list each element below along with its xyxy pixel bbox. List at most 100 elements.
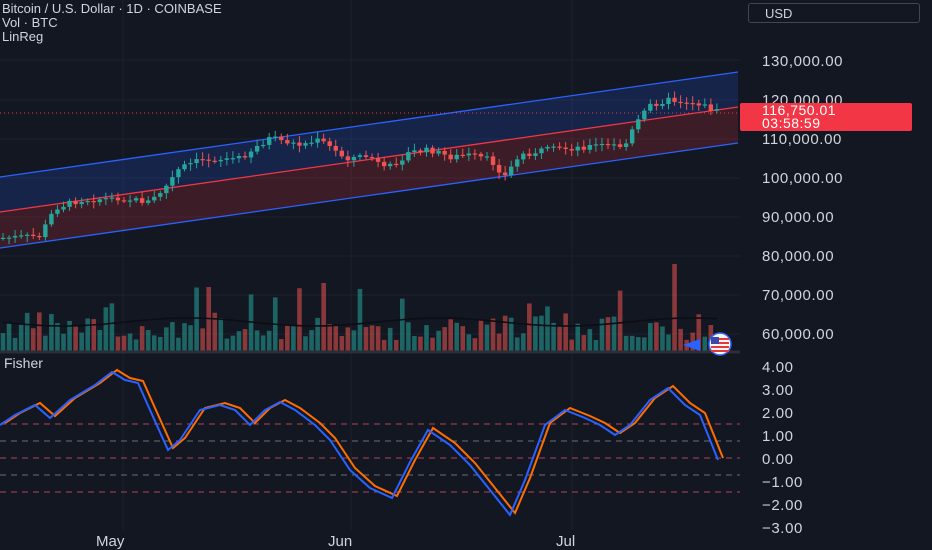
candle-body [6, 237, 12, 239]
candle-body [345, 156, 351, 161]
candle-body [67, 200, 72, 207]
volume-bar [248, 294, 254, 352]
candle-body [242, 156, 248, 158]
volume-bar [702, 336, 708, 352]
fisher-panel-title[interactable]: Fisher [4, 355, 43, 371]
candle-body [248, 151, 254, 158]
volume-bar [418, 336, 423, 352]
channel-upper-line [0, 71, 739, 178]
symbol-title[interactable]: Bitcoin / U.S. Dollar · 1D · COINBASE [2, 1, 222, 16]
candle-body [79, 201, 84, 205]
candle-body [502, 172, 508, 176]
volume-bar [617, 290, 623, 352]
candle-body [466, 153, 472, 156]
price-axis-label: 70,000.00 [762, 287, 834, 304]
candlesticks [0, 91, 720, 245]
candle-body [527, 153, 532, 157]
candle-body [273, 136, 278, 138]
fisher-trigger-line [4, 368, 724, 515]
candle-body [303, 143, 308, 146]
candle-body [139, 198, 145, 203]
candle-body [539, 148, 544, 154]
candle-body [666, 97, 671, 105]
fisher-axis-label: −1.00 [762, 474, 803, 491]
candle-body [236, 156, 242, 159]
volume-bar [629, 335, 635, 352]
candle-body [176, 169, 181, 178]
us-flag-icon[interactable] [683, 332, 732, 356]
volume-bar [357, 288, 363, 352]
candle-body [188, 163, 193, 165]
volume-bar [406, 322, 411, 352]
candle-body [200, 159, 205, 161]
candle-body [37, 236, 42, 238]
candle-body [581, 146, 586, 150]
volume-bar [224, 338, 230, 352]
volume-bar [151, 335, 157, 352]
fisher-line [0, 370, 719, 517]
volume-bar [623, 335, 629, 352]
candle-body [575, 146, 580, 151]
volume-bar [605, 317, 611, 352]
fisher-axis-label: 2.00 [762, 405, 794, 422]
volume-bar [91, 319, 97, 352]
candle-body [436, 150, 441, 154]
volume-bar [654, 322, 659, 352]
volume-bar [460, 326, 466, 352]
volume-bar [97, 329, 103, 352]
volume-bar [309, 330, 314, 352]
channel-mid-line [0, 106, 739, 213]
time-axis-label: Jun [328, 533, 352, 550]
volume-bar [103, 307, 109, 352]
volume-bar [327, 324, 332, 352]
volume-bar [139, 326, 145, 352]
volume-bar [127, 333, 133, 352]
volume-bar [587, 329, 593, 352]
time-axis-label: Jul [556, 533, 575, 550]
candle-body [496, 164, 502, 173]
volume-bar [164, 327, 169, 352]
candle-body [224, 158, 230, 160]
volume-bar [339, 336, 345, 352]
volume-bar [266, 330, 272, 352]
price-axis[interactable]: 130,000.00 120,000.00 110,000.00 100,000… [762, 53, 843, 343]
volume-bar [484, 324, 490, 352]
candle-body [509, 166, 514, 176]
volume-bar [575, 323, 581, 352]
volume-bar [466, 334, 472, 352]
volume-bar [133, 339, 139, 352]
time-axis[interactable]: May Jun Jul [96, 533, 575, 550]
candle-body [218, 159, 223, 162]
volume-bar [37, 312, 42, 352]
volume-bar [430, 337, 435, 352]
candle-body [636, 119, 641, 130]
volume-bar [551, 322, 556, 352]
volume-bar [49, 314, 54, 352]
candle-body [563, 147, 568, 150]
candle-body [31, 234, 36, 237]
candle-body [321, 138, 326, 142]
time-axis-label: May [96, 533, 125, 550]
candle-body [363, 155, 369, 158]
fisher-axis-label: −3.00 [762, 520, 803, 537]
candle-body [702, 104, 707, 106]
volume-bar [593, 339, 599, 352]
volume-bar [678, 328, 683, 352]
fisher-axis[interactable]: 4.00 3.00 2.00 1.00 0.00 −1.00 −2.00 −3.… [762, 359, 803, 537]
candle-body [611, 144, 617, 146]
volume-bar [381, 339, 387, 352]
candle-body [369, 157, 375, 159]
volume-bar [109, 303, 115, 352]
linreg-legend[interactable]: LinReg [2, 29, 44, 44]
volume-bar [557, 326, 562, 352]
volume-bar [55, 323, 60, 352]
currency-selector[interactable]: USD [748, 3, 920, 23]
volume-bar [297, 288, 302, 352]
candle-body [630, 129, 635, 144]
candle-body [279, 136, 284, 141]
candle-body [85, 201, 90, 203]
volume-legend[interactable]: Vol · BTC [2, 15, 58, 30]
candle-body [406, 152, 411, 161]
candle-body [593, 144, 599, 146]
